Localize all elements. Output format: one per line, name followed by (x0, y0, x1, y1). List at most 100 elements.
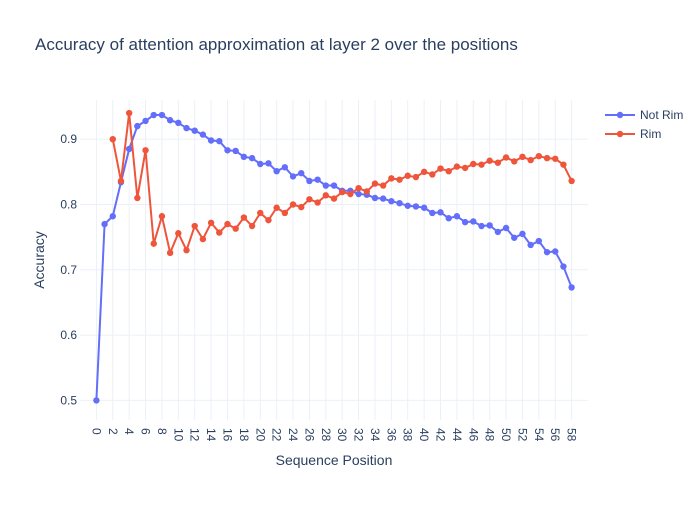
data-point[interactable] (470, 218, 477, 225)
data-point[interactable] (552, 155, 559, 162)
data-point[interactable] (412, 173, 420, 181)
data-point[interactable] (199, 235, 207, 243)
data-point[interactable] (101, 220, 108, 228)
data-point[interactable] (363, 188, 370, 195)
data-point[interactable] (519, 153, 526, 161)
data-point[interactable] (396, 176, 403, 183)
data-point[interactable] (560, 263, 567, 270)
data-point[interactable] (224, 220, 231, 228)
data-point[interactable] (298, 169, 305, 177)
data-point[interactable] (281, 164, 289, 171)
data-point[interactable] (289, 173, 297, 180)
data-point[interactable] (404, 172, 411, 179)
data-point[interactable] (338, 188, 346, 196)
data-point[interactable] (355, 184, 362, 192)
data-point[interactable] (478, 161, 485, 168)
data-point[interactable] (191, 127, 198, 134)
data-point[interactable] (240, 153, 248, 161)
data-point[interactable] (420, 168, 428, 176)
data-point[interactable] (175, 230, 182, 237)
data-point[interactable] (199, 131, 207, 138)
data-point[interactable] (420, 204, 428, 211)
data-point[interactable] (486, 222, 493, 229)
data-point[interactable] (437, 209, 444, 216)
data-point[interactable] (388, 175, 395, 182)
data-point[interactable] (183, 124, 190, 132)
data-point[interactable] (535, 237, 543, 245)
data-point[interactable] (265, 160, 272, 167)
data-point[interactable] (273, 204, 280, 211)
data-point[interactable] (207, 137, 215, 144)
data-point[interactable] (306, 196, 313, 203)
data-point[interactable] (232, 147, 239, 155)
data-point[interactable] (166, 249, 174, 257)
data-point[interactable] (494, 228, 502, 236)
data-point[interactable] (511, 158, 518, 165)
data-point[interactable] (347, 190, 354, 198)
data-point[interactable] (396, 199, 403, 207)
data-point[interactable] (445, 215, 452, 222)
data-point[interactable] (478, 222, 485, 230)
data-point[interactable] (371, 180, 379, 187)
data-point[interactable] (289, 201, 297, 208)
data-point[interactable] (183, 247, 190, 254)
data-point[interactable] (281, 209, 289, 217)
data-point[interactable] (322, 182, 330, 189)
data-point[interactable] (125, 145, 133, 153)
data-point[interactable] (568, 284, 575, 291)
data-point[interactable] (330, 182, 338, 189)
data-point[interactable] (298, 203, 305, 211)
data-point[interactable] (486, 157, 493, 164)
data-point[interactable] (224, 147, 231, 154)
data-point[interactable] (502, 154, 510, 161)
data-point[interactable] (568, 177, 575, 185)
data-point[interactable] (404, 202, 411, 209)
data-point[interactable] (379, 195, 387, 202)
data-point[interactable] (158, 213, 166, 220)
data-point[interactable] (371, 194, 379, 202)
data-point[interactable] (461, 164, 469, 172)
data-point[interactable] (429, 209, 436, 217)
data-point[interactable] (502, 224, 510, 232)
data-point[interactable] (150, 111, 157, 119)
data-point[interactable] (109, 135, 116, 143)
data-point[interactable] (314, 199, 321, 206)
data-point[interactable] (543, 154, 551, 162)
data-point[interactable] (461, 218, 469, 226)
data-point[interactable] (527, 156, 534, 164)
legend-item-rim[interactable]: Rim (605, 127, 661, 141)
data-point[interactable] (257, 209, 264, 217)
data-point[interactable] (511, 234, 518, 241)
data-point[interactable] (257, 160, 264, 168)
data-point[interactable] (429, 171, 436, 178)
data-point[interactable] (117, 177, 125, 185)
data-point[interactable] (248, 154, 256, 162)
data-point[interactable] (543, 248, 551, 256)
data-point[interactable] (306, 177, 313, 185)
data-point[interactable] (453, 163, 461, 170)
data-point[interactable] (175, 119, 182, 127)
data-point[interactable] (355, 190, 362, 198)
data-point[interactable] (125, 109, 133, 117)
data-point[interactable] (552, 248, 559, 255)
data-point[interactable] (265, 216, 272, 224)
data-point[interactable] (240, 214, 248, 221)
data-point[interactable] (470, 160, 477, 168)
data-point[interactable] (109, 213, 116, 220)
data-point[interactable] (142, 147, 149, 154)
data-point[interactable] (93, 397, 100, 404)
data-point[interactable] (519, 230, 526, 238)
data-point[interactable] (134, 194, 141, 202)
data-point[interactable] (158, 111, 166, 119)
data-point[interactable] (527, 241, 534, 249)
data-point[interactable] (150, 240, 157, 247)
data-point[interactable] (388, 198, 395, 205)
data-point[interactable] (535, 152, 543, 160)
legend-item-not-rim[interactable]: Not Rim (605, 108, 683, 122)
data-point[interactable] (560, 161, 567, 168)
data-point[interactable] (330, 195, 338, 202)
data-point[interactable] (142, 117, 149, 125)
data-point[interactable] (445, 167, 452, 175)
data-point[interactable] (494, 159, 502, 166)
data-point[interactable] (379, 182, 387, 189)
